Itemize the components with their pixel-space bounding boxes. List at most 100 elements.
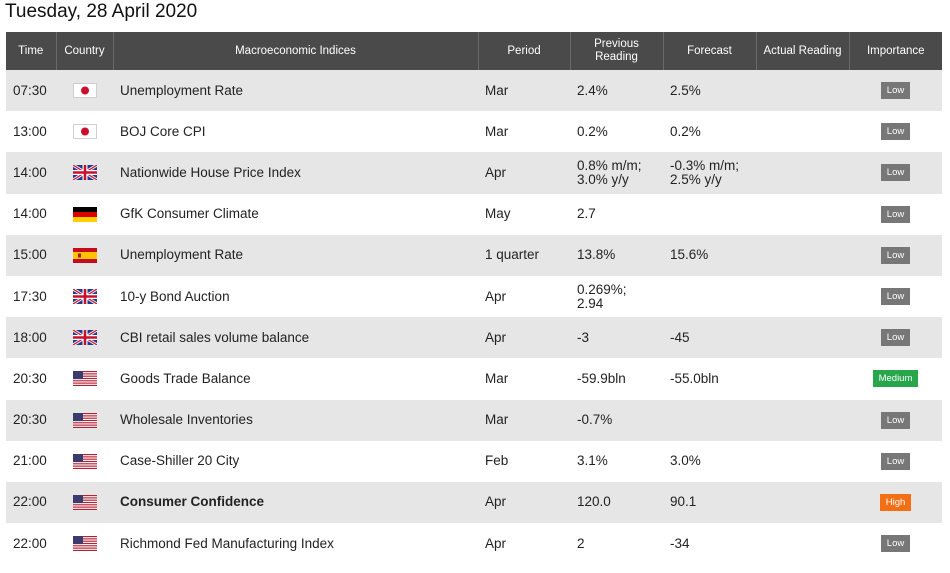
actual-reading bbox=[756, 194, 849, 235]
event-time: 14:00 bbox=[13, 206, 47, 222]
importance-badge: Low bbox=[880, 535, 911, 553]
forecast-value: 15.6% bbox=[670, 247, 709, 263]
event-time: 17:30 bbox=[13, 288, 47, 304]
event-period: Mar bbox=[485, 82, 509, 98]
importance-cell: Low bbox=[849, 152, 942, 193]
indicator-name: Consumer Confidence bbox=[120, 494, 265, 510]
indicator-name: Unemployment Rate bbox=[120, 247, 244, 263]
uk-flag-icon bbox=[71, 164, 98, 182]
importance-cell: Low bbox=[849, 235, 942, 276]
event-period: Apr bbox=[485, 329, 507, 345]
forecast-value: 0.2% bbox=[670, 123, 701, 139]
country-cell bbox=[56, 276, 113, 317]
event-time: 13:00 bbox=[13, 123, 47, 139]
country-cell bbox=[56, 358, 113, 399]
actual-reading bbox=[756, 235, 849, 276]
country-cell bbox=[56, 400, 113, 441]
japan-flag-icon bbox=[72, 124, 97, 140]
importance-badge: High bbox=[879, 493, 912, 511]
previous-reading: 0.8% m/m; 3.0% y/y bbox=[577, 157, 642, 187]
column-header-previous: Previous Reading bbox=[570, 32, 664, 70]
importance-cell: Low bbox=[849, 400, 942, 441]
importance-badge: Low bbox=[880, 329, 911, 347]
table-row: 14:00 Nationwide House Price Index Apr 0.8%… bbox=[6, 152, 942, 194]
column-header-forecast: Forecast bbox=[663, 32, 757, 70]
importance-cell: Medium bbox=[849, 358, 942, 399]
indicator-name: BOJ Core CPI bbox=[120, 123, 206, 139]
indicator-name: GfK Consumer Climate bbox=[120, 206, 259, 222]
page-title: Tuesday, 28 April 2020 bbox=[5, 1, 198, 22]
importance-badge: Low bbox=[880, 123, 911, 141]
actual-reading bbox=[756, 317, 849, 358]
column-header-period: Period bbox=[478, 32, 571, 70]
country-cell bbox=[56, 317, 113, 358]
event-period: Feb bbox=[485, 453, 509, 469]
column-header-importance: Importance bbox=[849, 32, 942, 70]
uk-flag-icon bbox=[71, 328, 98, 347]
event-time: 07:30 bbox=[13, 82, 47, 98]
table-row: 20:30 Goods Trade Balance Mar -59.9bln -55.0… bbox=[6, 358, 942, 400]
table-row: 20:30 Wholesale Inventories Mar -0.7% Low bbox=[6, 399, 942, 441]
actual-reading bbox=[756, 441, 849, 482]
forecast-value bbox=[663, 194, 756, 235]
event-period: Mar bbox=[485, 123, 509, 139]
table-row: 22:00 Richmond Fed Manufacturing Index Apr… bbox=[6, 523, 942, 565]
previous-reading: 0.269%; 2.94 bbox=[577, 281, 627, 311]
usa-flag-icon bbox=[72, 494, 97, 510]
event-period: Apr bbox=[485, 288, 507, 304]
table-row: 07:30 Unemployment Rate Mar 2.4% 2.5% Low bbox=[6, 70, 942, 112]
previous-reading: 2 bbox=[577, 535, 585, 551]
importance-cell: Low bbox=[849, 317, 942, 358]
country-cell bbox=[56, 111, 113, 152]
column-header-actual: Actual Reading bbox=[756, 32, 850, 70]
previous-reading: 3.1% bbox=[577, 453, 608, 469]
indicator-name: Wholesale Inventories bbox=[120, 412, 253, 428]
column-header-time: Time bbox=[6, 32, 57, 70]
previous-reading: 2.4% bbox=[577, 82, 608, 98]
table-row: 18:00 CBI retail sales volume balance Apr -… bbox=[6, 317, 942, 359]
column-header-indices: Macroeconomic Indices bbox=[113, 32, 479, 70]
indicator-name: Case-Shiller 20 City bbox=[120, 453, 240, 469]
actual-reading bbox=[756, 400, 849, 441]
indicator-name: 10-y Bond Auction bbox=[120, 288, 230, 304]
importance-cell: Low bbox=[849, 276, 942, 317]
indicator-name: Goods Trade Balance bbox=[120, 370, 251, 386]
forecast-value bbox=[663, 400, 756, 441]
japan-flag-icon bbox=[72, 83, 97, 99]
importance-cell: High bbox=[849, 482, 942, 523]
importance-badge: Low bbox=[880, 452, 911, 470]
importance-cell: Low bbox=[849, 441, 942, 482]
usa-flag-icon bbox=[72, 536, 97, 552]
previous-reading: -3 bbox=[577, 329, 590, 345]
importance-badge: Low bbox=[880, 246, 911, 264]
importance-cell: Low bbox=[849, 194, 942, 235]
usa-flag-icon bbox=[72, 412, 97, 428]
importance-cell: Low bbox=[849, 70, 942, 111]
importance-badge: Low bbox=[880, 164, 911, 182]
forecast-value: -0.3% m/m; 2.5% y/y bbox=[670, 157, 740, 187]
forecast-value bbox=[663, 276, 756, 317]
actual-reading bbox=[756, 152, 849, 193]
indicator-name: CBI retail sales volume balance bbox=[120, 329, 310, 345]
event-time: 14:00 bbox=[13, 164, 47, 180]
event-time: 22:00 bbox=[13, 535, 47, 551]
event-time: 15:00 bbox=[13, 247, 47, 263]
indicator-name: Richmond Fed Manufacturing Index bbox=[120, 535, 334, 551]
table-row: 22:00 Consumer Confidence Apr 120.0 90.1 High bbox=[6, 481, 942, 524]
previous-reading: -0.7% bbox=[577, 412, 613, 428]
indicator-name: Nationwide House Price Index bbox=[120, 164, 301, 180]
previous-reading: 0.2% bbox=[577, 123, 608, 139]
uk-flag-icon bbox=[71, 287, 98, 306]
previous-reading: 2.7 bbox=[577, 206, 596, 222]
event-time: 20:30 bbox=[13, 412, 47, 428]
actual-reading bbox=[756, 276, 849, 317]
previous-reading: -59.9bln bbox=[577, 370, 626, 386]
importance-badge: Medium bbox=[872, 370, 919, 388]
table-row: 14:00 GfK Consumer Climate May 2.7 Low bbox=[6, 193, 942, 235]
event-time: 21:00 bbox=[13, 453, 47, 469]
event-time: 22:00 bbox=[13, 494, 47, 510]
forecast-value: -34 bbox=[670, 535, 690, 551]
event-period: Mar bbox=[485, 370, 509, 386]
table-row: 15:00 Unemployment Rate 1 quarter 13.8% 15.6… bbox=[6, 234, 942, 276]
event-time: 18:00 bbox=[13, 329, 47, 345]
